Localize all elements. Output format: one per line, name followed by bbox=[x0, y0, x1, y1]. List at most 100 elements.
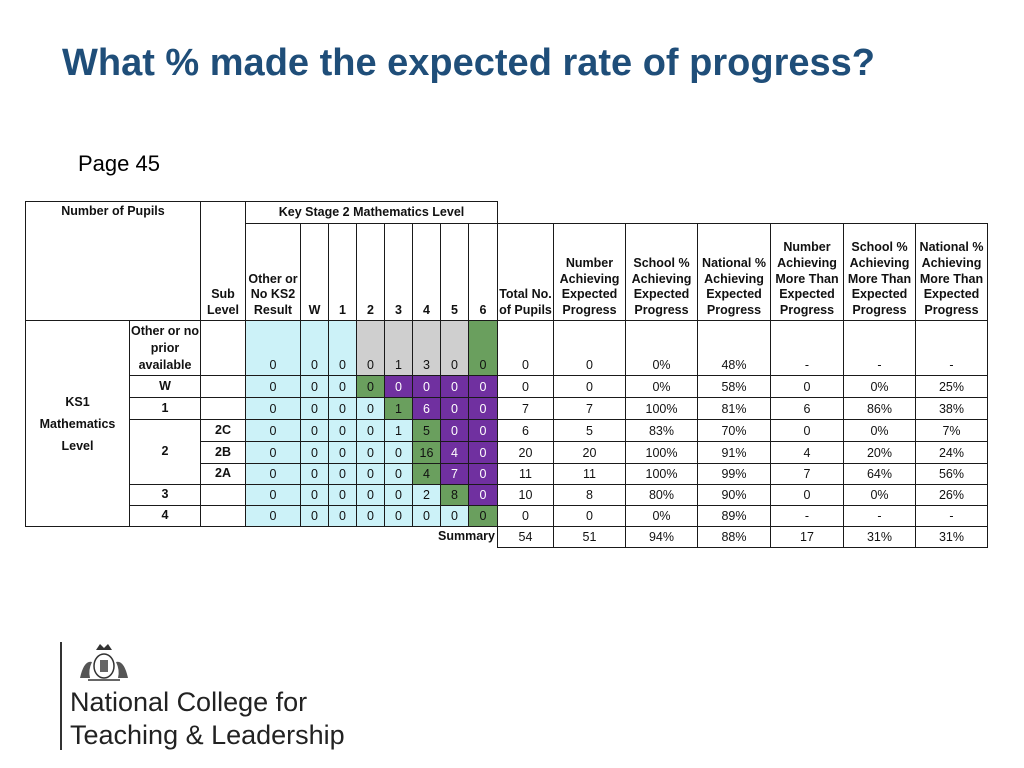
summary-cell: 54 bbox=[497, 526, 554, 548]
result-cell: 91% bbox=[697, 441, 771, 464]
result-cell: 99% bbox=[697, 463, 771, 485]
result-cell: 100% bbox=[625, 397, 698, 420]
header-ks2-level-3: 3 bbox=[384, 223, 413, 321]
ks2-count-cell: 0 bbox=[468, 375, 498, 398]
page-title: What % made the expected rate of progres… bbox=[62, 42, 875, 84]
header-ks2-level-5: 5 bbox=[440, 223, 469, 321]
ks2-count-cell: 0 bbox=[356, 397, 385, 420]
result-cell: 7 bbox=[497, 397, 554, 420]
ks2-count-cell: 0 bbox=[384, 484, 413, 506]
result-cell: - bbox=[915, 320, 988, 376]
ks2-count-cell: 7 bbox=[440, 463, 469, 485]
result-cell: 25% bbox=[915, 375, 988, 398]
header-total-pupils: Total No. of Pupils bbox=[497, 223, 554, 321]
sub-level-cell bbox=[200, 320, 246, 376]
header-ks2-level-1: 1 bbox=[328, 223, 357, 321]
ks2-count-cell: 0 bbox=[356, 419, 385, 442]
result-cell: 86% bbox=[843, 397, 916, 420]
sub-level-cell bbox=[200, 505, 246, 527]
result-cell: 80% bbox=[625, 484, 698, 506]
ks2-count-cell: 0 bbox=[300, 463, 329, 485]
ks2-count-cell: 0 bbox=[468, 320, 498, 376]
ks2-count-cell: 0 bbox=[328, 397, 357, 420]
ks2-count-cell: 4 bbox=[440, 441, 469, 464]
ks2-count-cell: 0 bbox=[412, 505, 441, 527]
ks2-count-cell: 0 bbox=[328, 505, 357, 527]
summary-cell: 88% bbox=[697, 526, 771, 548]
progress-table: Number of Pupils Sub Level Key Stage 2 Mat… bbox=[25, 201, 988, 550]
summary-label: Summary bbox=[438, 529, 495, 544]
ks2-count-cell: 0 bbox=[440, 397, 469, 420]
ks2-count-cell: 0 bbox=[440, 320, 469, 376]
ks2-count-cell: 1 bbox=[384, 397, 413, 420]
header-other-result: Other or No KS2 Result bbox=[245, 223, 301, 321]
result-cell: 0 bbox=[770, 419, 844, 442]
organisation-logo: National College for Teaching & Leadersh… bbox=[60, 640, 380, 755]
ks2-count-cell: 8 bbox=[440, 484, 469, 506]
result-cell: 0 bbox=[497, 375, 554, 398]
result-cell: - bbox=[770, 320, 844, 376]
header-ks2-level-2: 2 bbox=[356, 223, 385, 321]
ks2-count-cell: 0 bbox=[245, 441, 301, 464]
result-cell: 24% bbox=[915, 441, 988, 464]
summary-cell: 94% bbox=[625, 526, 698, 548]
result-cell: 0% bbox=[843, 419, 916, 442]
ks2-count-cell: 1 bbox=[384, 320, 413, 376]
result-cell: 0 bbox=[553, 375, 626, 398]
org-name-line1: National College for bbox=[70, 687, 308, 717]
ks1-level-cell: W bbox=[129, 375, 201, 398]
result-cell: 8 bbox=[553, 484, 626, 506]
org-name-line2: Teaching & Leadership bbox=[70, 720, 345, 750]
header-school-more: School % Achieving More Than Expected Pr… bbox=[843, 223, 916, 321]
result-cell: 0% bbox=[843, 484, 916, 506]
result-cell: 38% bbox=[915, 397, 988, 420]
ks2-count-cell: 4 bbox=[412, 463, 441, 485]
summary-cell: 17 bbox=[770, 526, 844, 548]
result-cell: 26% bbox=[915, 484, 988, 506]
ks2-count-cell: 0 bbox=[300, 441, 329, 464]
ks2-count-cell: 2 bbox=[412, 484, 441, 506]
ks2-count-cell: 0 bbox=[300, 375, 329, 398]
result-cell: 100% bbox=[625, 463, 698, 485]
result-cell: - bbox=[843, 505, 916, 527]
result-cell: 70% bbox=[697, 419, 771, 442]
result-cell: 0 bbox=[497, 320, 554, 376]
ks2-count-cell: 0 bbox=[245, 484, 301, 506]
header-number-of-pupils: Number of Pupils bbox=[25, 201, 201, 321]
ks2-count-cell: 0 bbox=[468, 419, 498, 442]
result-cell: 56% bbox=[915, 463, 988, 485]
summary-cell: 31% bbox=[843, 526, 916, 548]
result-cell: 48% bbox=[697, 320, 771, 376]
sub-level-cell: 2C bbox=[200, 419, 246, 442]
ks2-count-cell: 0 bbox=[468, 441, 498, 464]
result-cell: 0 bbox=[770, 375, 844, 398]
result-cell: 0 bbox=[770, 484, 844, 506]
sub-level-cell bbox=[200, 397, 246, 420]
ks2-count-cell: 0 bbox=[300, 505, 329, 527]
ks2-count-cell: 0 bbox=[328, 441, 357, 464]
result-cell: 11 bbox=[497, 463, 554, 485]
ks2-count-cell: 16 bbox=[412, 441, 441, 464]
logo-divider bbox=[60, 642, 62, 750]
ks2-count-cell: 0 bbox=[384, 441, 413, 464]
header-number-more: Number Achieving More Than Expected Prog… bbox=[770, 223, 844, 321]
header-sub-level: Sub Level bbox=[200, 201, 246, 321]
ks2-count-cell: 0 bbox=[328, 320, 357, 376]
page-reference: Page 45 bbox=[78, 151, 160, 176]
result-cell: 0 bbox=[553, 320, 626, 376]
result-cell: 20 bbox=[497, 441, 554, 464]
ks2-count-cell: 0 bbox=[468, 505, 498, 527]
ks2-count-cell: 0 bbox=[412, 375, 441, 398]
header-ks2-level: Key Stage 2 Mathematics Level bbox=[245, 201, 498, 224]
ks2-count-cell: 0 bbox=[468, 397, 498, 420]
sub-level-cell bbox=[200, 484, 246, 506]
ks2-count-cell: 0 bbox=[328, 463, 357, 485]
ks2-count-cell: 0 bbox=[328, 375, 357, 398]
ks2-count-cell: 0 bbox=[384, 463, 413, 485]
ks1-mathematics-level-label: KS1 Mathematics Level bbox=[25, 320, 130, 527]
ks2-count-cell: 0 bbox=[356, 375, 385, 398]
ks2-count-cell: 0 bbox=[384, 505, 413, 527]
summary-cell: 51 bbox=[553, 526, 626, 548]
result-cell: 4 bbox=[770, 441, 844, 464]
ks2-count-cell: 0 bbox=[300, 320, 329, 376]
